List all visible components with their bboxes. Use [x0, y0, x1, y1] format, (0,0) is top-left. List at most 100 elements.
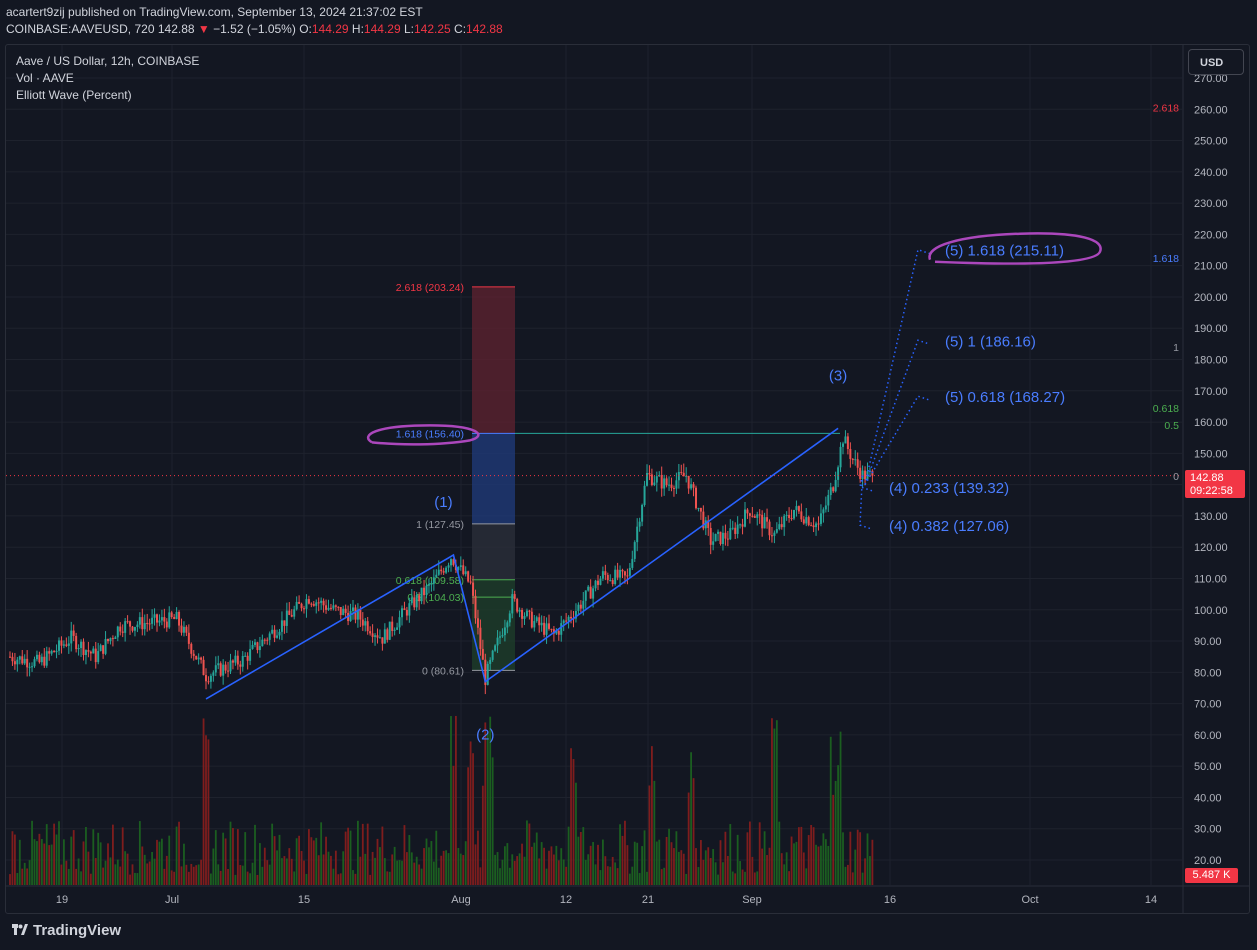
volume-bar	[251, 862, 254, 885]
candle-body	[398, 617, 401, 628]
currency-button[interactable]: USD	[1188, 49, 1244, 75]
candle-body	[13, 661, 16, 665]
volume-bar	[300, 850, 303, 885]
candle-body	[540, 622, 543, 626]
volume-bar	[45, 824, 48, 885]
candle-body	[538, 617, 541, 626]
candle-body	[28, 666, 31, 668]
candle-body	[359, 609, 362, 620]
change-arrow-icon: ▼	[197, 22, 210, 36]
scale-fib-marker: 0	[1173, 471, 1179, 483]
volume-bar	[259, 843, 261, 885]
candle-body	[501, 635, 504, 637]
candle-body	[170, 612, 173, 618]
candle-body	[369, 631, 372, 634]
volume-bar	[800, 826, 803, 885]
price-chart[interactable]: 270.00260.00250.00240.00230.00220.00210.…	[0, 0, 1257, 914]
candle-body	[168, 612, 171, 628]
volume-bar	[798, 827, 800, 885]
volume-bar	[636, 842, 639, 885]
volume-bar	[467, 767, 470, 885]
legend-indicator[interactable]: Elliott Wave (Percent)	[16, 88, 132, 102]
candle-body	[156, 614, 158, 623]
volume-bar	[312, 840, 315, 885]
candle-body	[219, 663, 222, 676]
volume-bar	[393, 846, 396, 885]
close-label: C:	[454, 22, 467, 36]
y-tick-label: 20.00	[1194, 855, 1222, 867]
volume-bar	[80, 871, 82, 885]
volume-bar	[58, 821, 60, 885]
candle-body	[141, 617, 144, 630]
candle-body	[258, 646, 261, 651]
candle-body	[425, 585, 428, 596]
volume-bar	[232, 827, 234, 885]
volume-bar	[538, 858, 541, 885]
volume-bar	[704, 850, 707, 885]
x-tick-label: 19	[56, 894, 68, 906]
legend-title[interactable]: Aave / US Dollar, 12h, COINBASE	[16, 54, 200, 68]
candle-body	[45, 651, 48, 666]
candle-body	[851, 458, 854, 460]
candle-body	[133, 627, 136, 631]
volume-bar	[766, 855, 768, 885]
candle-body	[459, 565, 462, 567]
candle-body	[334, 605, 337, 607]
volume-bar	[513, 860, 516, 885]
volume-bar	[16, 873, 19, 885]
volume-bar	[457, 848, 460, 885]
volume-bar	[249, 873, 251, 885]
scale-fib-marker: 0.5	[1164, 420, 1179, 432]
volume-bar	[832, 794, 835, 885]
volume-bar	[207, 739, 210, 885]
candle-body	[832, 487, 835, 492]
volume-bar	[511, 854, 514, 885]
candle-body	[604, 571, 607, 575]
volume-bar	[486, 732, 489, 885]
candle-body	[714, 533, 717, 542]
volume-bar	[535, 832, 538, 885]
candle-body	[685, 475, 688, 477]
symbol: COINBASE:AAVEUSD, 720	[6, 22, 155, 36]
x-tick-label: 14	[1145, 894, 1157, 906]
volume-bar	[293, 871, 296, 885]
candle-body	[829, 487, 832, 496]
volume-bar	[526, 820, 528, 885]
candle-body	[496, 637, 499, 646]
volume-bar	[97, 832, 100, 885]
candle-body	[276, 635, 279, 638]
volume-bar	[528, 823, 531, 885]
candle-body	[560, 623, 563, 635]
legend-volume[interactable]: Vol · AAVE	[16, 71, 74, 85]
volume-bar	[276, 850, 278, 885]
candle-body	[381, 637, 384, 644]
volume-bar	[332, 868, 335, 885]
candle-body	[388, 621, 391, 640]
fib-level-label: 1 (127.45)	[416, 519, 464, 531]
volume-bar	[687, 792, 690, 885]
volume-bar	[445, 850, 447, 885]
volume-bar	[352, 870, 354, 885]
volume-bar	[268, 864, 271, 885]
fib-level-label: 1.618 (156.40)	[396, 428, 464, 440]
wave-label: (2)	[476, 727, 494, 744]
volume-bar	[143, 854, 146, 885]
volume-bar	[420, 868, 423, 885]
volume-bar	[119, 866, 122, 885]
candle-body	[356, 609, 359, 620]
candle-body	[724, 532, 727, 539]
tradingview-logo[interactable]: TradingView	[12, 922, 121, 939]
candle-body	[121, 631, 124, 633]
volume-bar	[717, 874, 719, 885]
y-tick-label: 270.00	[1194, 73, 1228, 85]
volume-bar	[469, 741, 472, 885]
volume-bar	[290, 858, 293, 885]
candle-body	[807, 517, 810, 526]
candle-body	[307, 599, 310, 604]
volume-bar	[597, 844, 599, 885]
candle-body	[452, 559, 455, 566]
candle-body	[690, 484, 693, 489]
volume-bar	[653, 780, 656, 885]
x-tick-label: Oct	[1021, 894, 1038, 906]
volume-bar	[594, 864, 597, 885]
